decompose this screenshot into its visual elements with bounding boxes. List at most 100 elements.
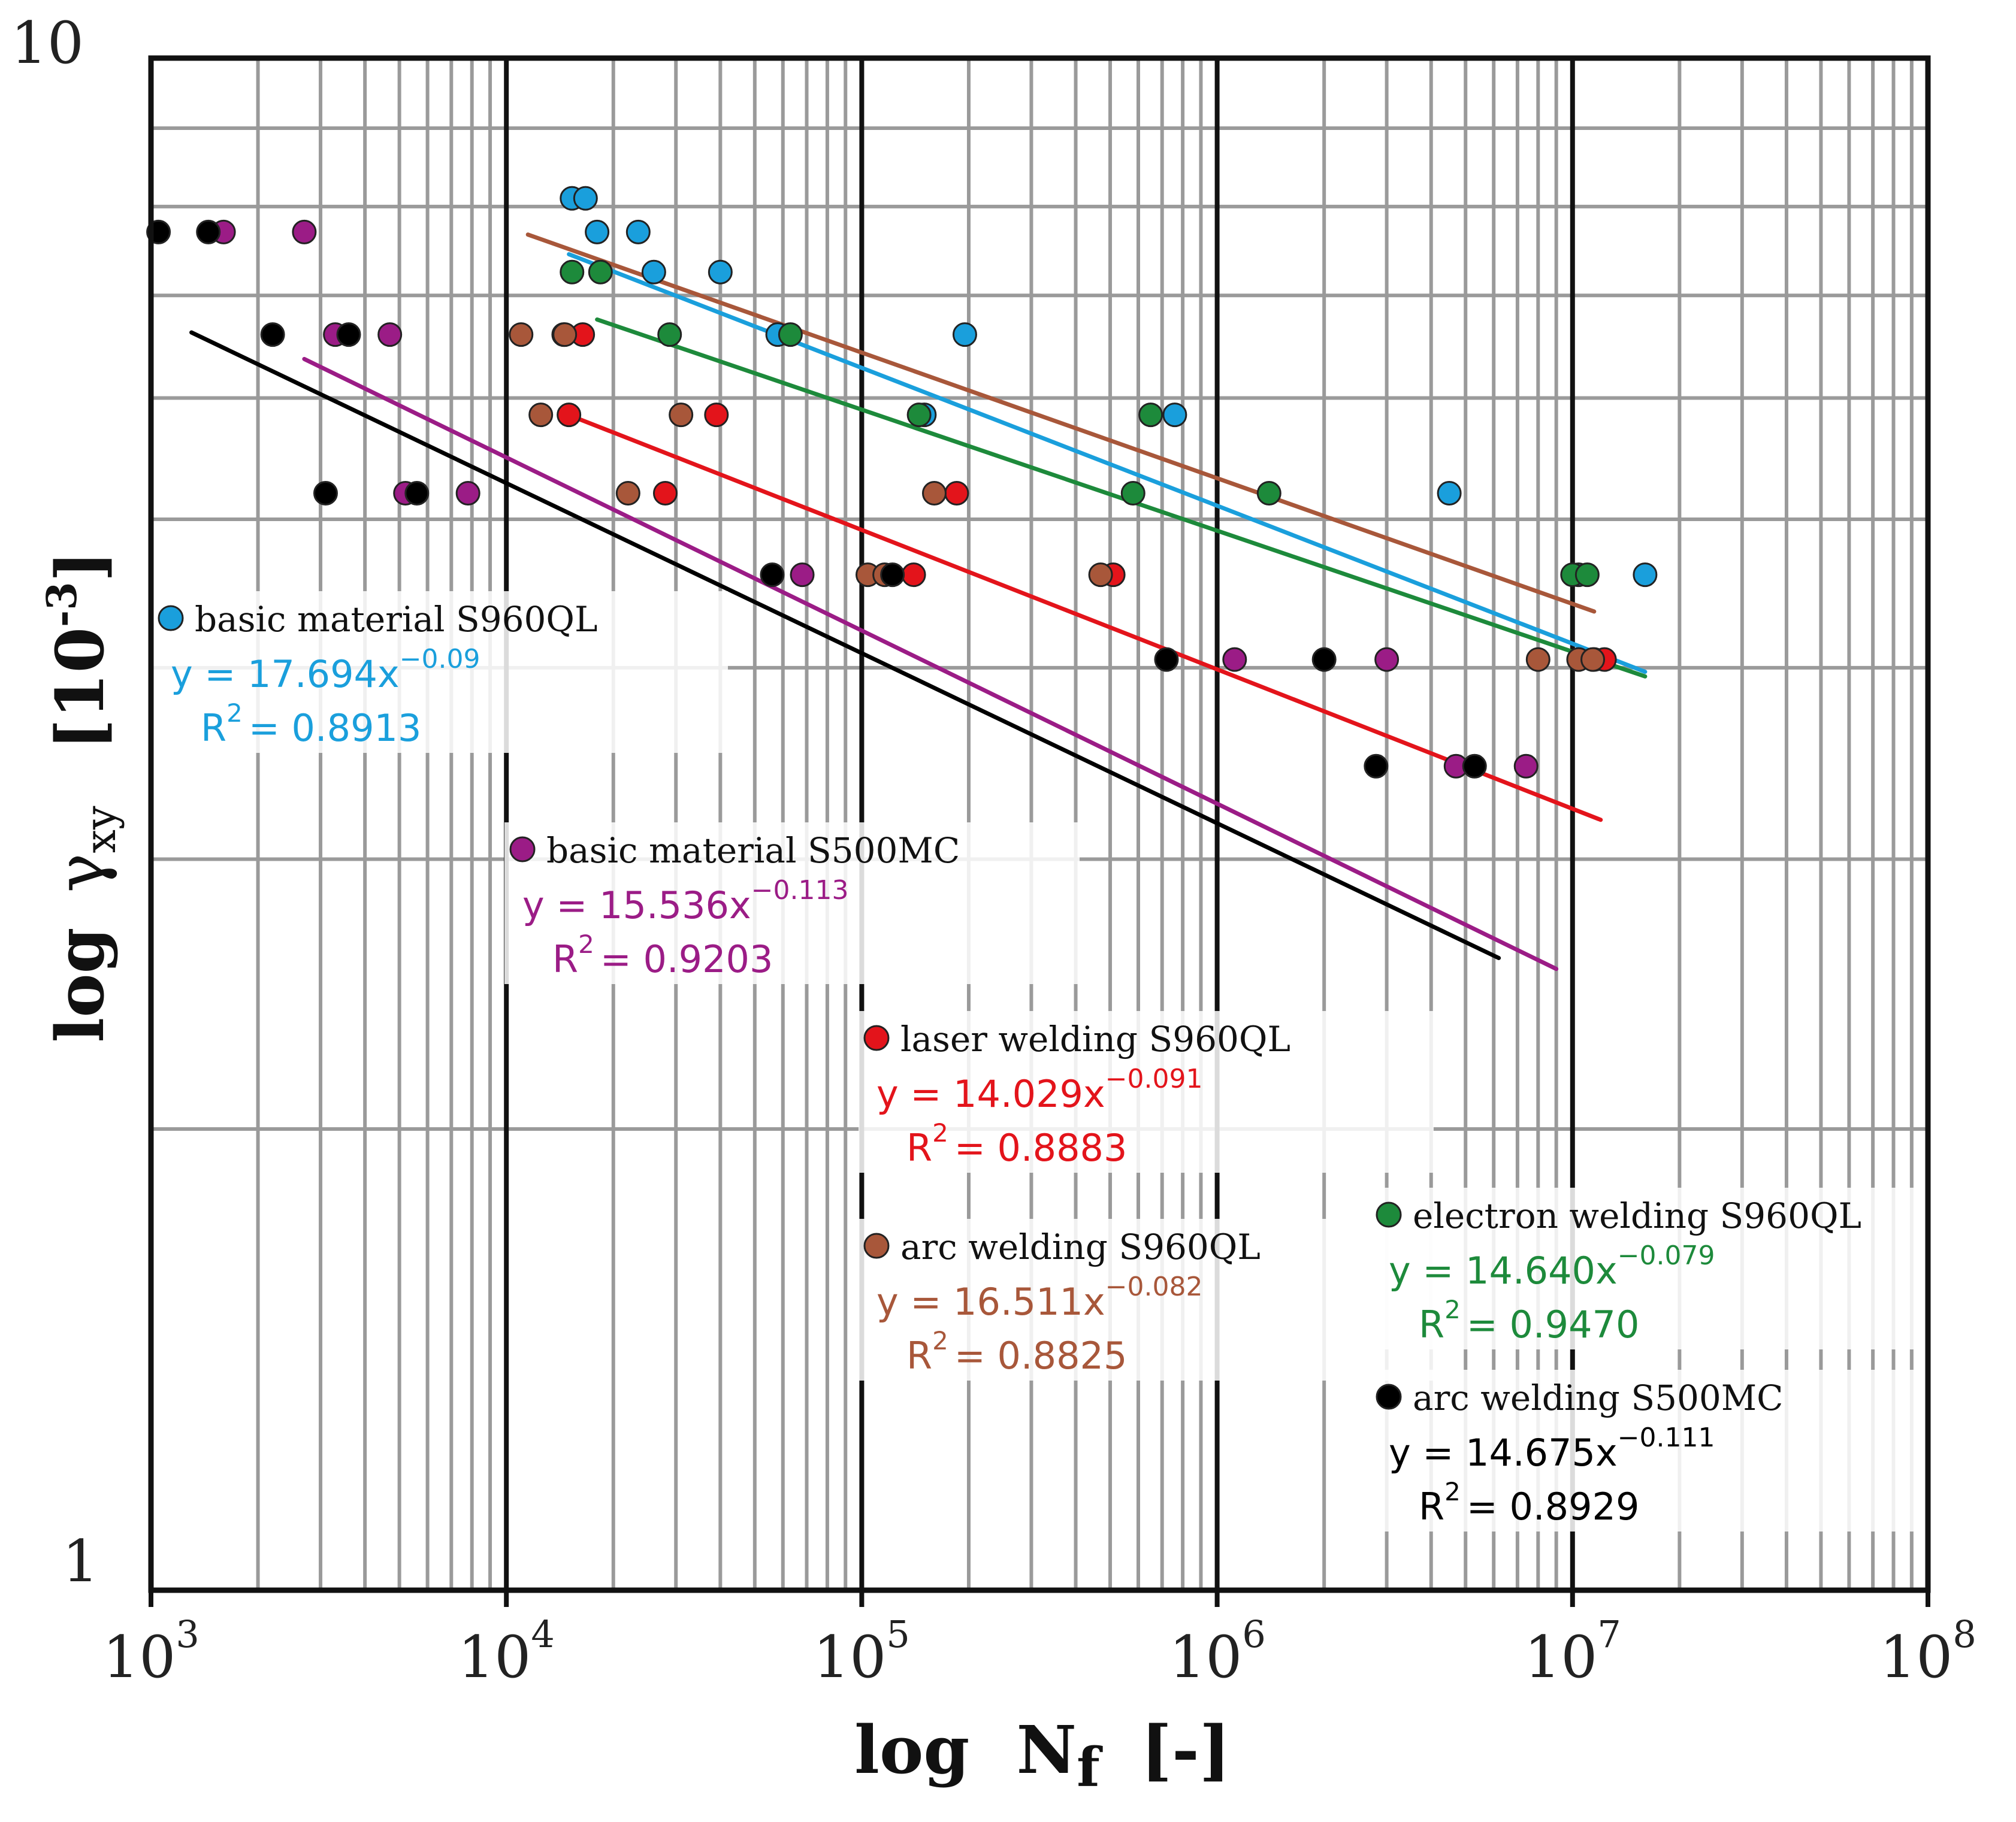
legend-background [859,1219,1434,1381]
x-tick-label: 105 [813,1612,910,1691]
data-point [1256,480,1281,506]
legend-label: arc welding S500MC [1413,1378,1784,1418]
data-point [657,322,682,347]
x-tick-label: 107 [1524,1612,1621,1691]
data-point [336,322,361,347]
legend-equation: y = 14.640x−0.079 [1389,1240,1715,1293]
data-point [1462,753,1487,779]
data-point [292,219,317,244]
trend-line [561,411,1603,822]
legend-background [1371,1188,1946,1349]
data-point [901,562,926,588]
legend-background [859,1011,1434,1173]
legend-marker [863,1233,890,1259]
data-point [1437,480,1462,506]
legend-r-squared: R2 = 0.8913 [201,698,421,750]
data-point [641,259,666,285]
x-tick-label: 104 [458,1612,555,1691]
legend-marker [1376,1384,1402,1410]
data-point [1374,647,1400,672]
data-point [404,480,430,506]
data-point [944,480,969,506]
data-point [1364,753,1389,779]
legend-equation: y = 16.511x−0.082 [876,1272,1203,1324]
data-point [1120,480,1145,506]
x-tick-label: 108 [1879,1612,1976,1691]
legend-label: basic material S960QL [195,599,598,640]
legend-marker [509,836,536,862]
data-point [585,219,610,244]
data-point [573,186,598,211]
data-point [1088,562,1113,588]
legend-background [504,822,1080,984]
legend-r-squared: R2 = 0.8929 [1419,1477,1639,1529]
x-axis-label: log Nf [-] [854,1711,1231,1802]
data-point [704,402,729,428]
data-point [880,562,905,588]
trend-lines [189,232,1648,971]
legend-r-squared: R2 = 0.8883 [906,1118,1127,1170]
data-point [1222,647,1247,672]
data-point [557,402,582,428]
legend-background [1371,1370,1946,1532]
x-tick-label: 106 [1169,1612,1266,1691]
legend-r-squared: R2 = 0.8825 [906,1326,1127,1378]
data-point [509,322,534,347]
trend-line [302,356,1559,971]
axes [148,55,1931,1607]
data-point [708,259,733,285]
data-point [1311,647,1337,672]
data-points [146,186,1658,779]
x-tick-labels: 103 104 105 106 107 108 [102,1612,1976,1691]
data-point [615,480,640,506]
data-point [625,219,651,244]
data-point [669,402,694,428]
legend-equation: y = 15.536x−0.113 [522,875,849,927]
data-point [1162,402,1187,428]
trend-line [595,317,1648,679]
trend-line [525,232,1597,614]
data-point [1513,753,1539,779]
legend-background [153,591,728,753]
data-point [377,322,403,347]
legend-equation: y = 17.694x−0.09 [171,644,480,696]
data-point [196,219,221,244]
data-point [778,322,803,347]
legend-equation: y = 14.029x−0.091 [876,1064,1203,1116]
data-point [1138,402,1163,428]
data-point [921,480,947,506]
legend-label: electron welding S960QL [1413,1196,1861,1236]
legend-r-squared: R2 = 0.9203 [552,930,773,981]
y-axis-label: log γxy [10-3] [38,550,131,1042]
y-tick-label-1: 1 [62,1528,99,1595]
data-point [652,480,678,506]
legend-marker [1376,1201,1402,1228]
data-point [313,480,338,506]
data-point [1580,647,1606,672]
data-point [260,322,285,347]
legend-label: laser welding S960QL [900,1019,1290,1060]
legend-marker [863,1025,890,1051]
legend-label: basic material S500MC [546,830,960,871]
data-point [528,402,554,428]
legend-marker [158,605,184,631]
data-point [1154,647,1179,672]
trend-line [567,252,1648,674]
data-point [588,259,613,285]
plot-frame [148,55,1931,1593]
legend-equation: y = 14.675x−0.111 [1389,1423,1715,1475]
y-tick-label-10: 10 [11,10,84,77]
data-point [952,322,977,347]
data-point [1525,647,1550,672]
x-tick-label: 103 [102,1612,200,1691]
data-point [790,562,815,588]
legend-r-squared: R2 = 0.9470 [1419,1295,1639,1346]
